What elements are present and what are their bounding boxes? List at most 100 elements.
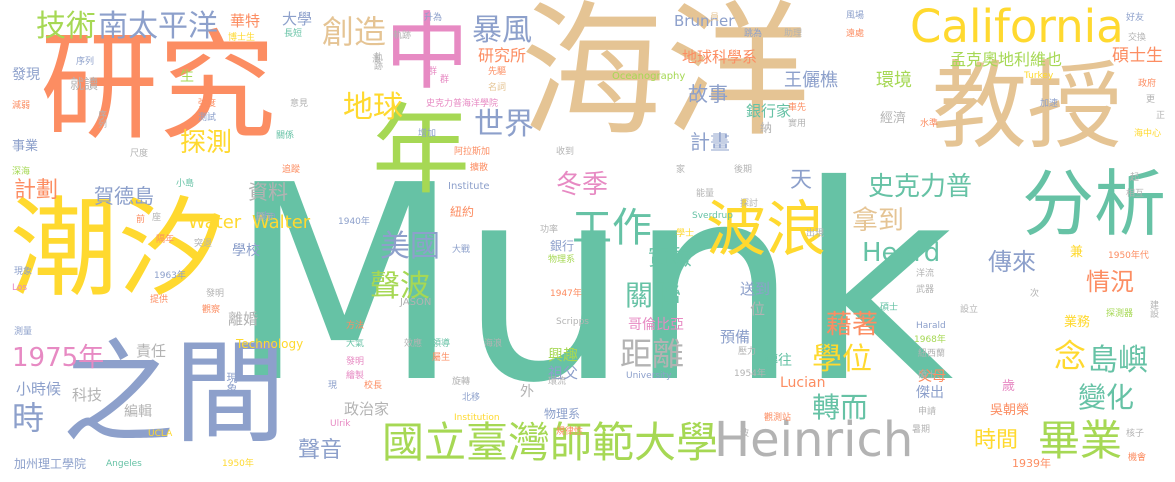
word-xingqu: 興趣 <box>548 346 579 364</box>
word-shijie: 世界 <box>474 107 534 142</box>
word-dongji: 冬季 <box>556 170 609 200</box>
word-zhuizong: 追蹤 <box>282 165 301 175</box>
word-sui: 歲 <box>1002 379 1016 394</box>
word-jinji: 經濟 <box>880 111 907 126</box>
word-shike: 史克力普 <box>868 172 973 202</box>
word-jihua1: 計劃 <box>14 178 59 203</box>
word-wai: 外 <box>520 384 534 400</box>
word-yali: 壓力 <box>738 347 757 357</box>
word-huate: 華特 <box>230 12 261 30</box>
word-shengbo: 聲波 <box>370 269 430 304</box>
word-wuli: 物理系 <box>548 255 576 265</box>
word-technology: Technology <box>236 337 304 351</box>
word-heard: Heard <box>862 238 941 268</box>
word-yuan: 員 <box>710 13 720 23</box>
word-1950: 1950年 <box>222 459 254 469</box>
word-shuoshisheng: 碩士生 <box>1112 46 1163 66</box>
word-zhuanwang: 轉往 <box>764 353 792 369</box>
word-1940: 1940年 <box>338 217 370 227</box>
word-ntnu: 國立臺灣師範大學 <box>382 418 719 467</box>
word-xiangsan: 相互 <box>1126 189 1145 199</box>
word-huanliu: 環流 <box>548 377 567 387</box>
word-chaoxi: 潮汐 <box>10 187 227 312</box>
word-jiasu: 加速 <box>1040 99 1059 109</box>
word-ucla: UCLA <box>148 429 173 439</box>
word-baofeng: 暴風 <box>472 13 532 48</box>
word-fenxi: 分析 <box>1022 162 1167 246</box>
word-scripps: Scripps <box>556 317 589 327</box>
word-xiaozhang: 校長 <box>364 381 383 391</box>
word-yijian: 意見 <box>290 99 309 109</box>
word-niuxilan: 紐西蘭 <box>918 349 946 359</box>
word-fumu: 父母 <box>918 369 946 385</box>
word-qun: 群 <box>440 75 450 85</box>
word-yanjiu: 研究 <box>40 18 277 156</box>
word-boshisheng: 博士生 <box>228 33 256 43</box>
word-jiushu: 就讀 <box>70 77 98 93</box>
word-xianxiang: 現象 <box>14 267 33 277</box>
word-shengyin: 聲音 <box>298 438 343 463</box>
word-yangliu: 洋流 <box>916 269 935 279</box>
word-haizhongxin: 海中心 <box>1134 129 1162 139</box>
word-mingrenlu: 名詞 <box>488 83 507 93</box>
word-bolang: 波浪 <box>706 195 826 265</box>
word-gonglv: 功率 <box>540 225 559 235</box>
word-munk: Munk <box>228 127 954 442</box>
word-xuni: 序列 <box>76 57 95 67</box>
word-guanlian: 關聯 <box>625 279 682 312</box>
word-dazhan: 大戰 <box>452 245 471 255</box>
word-zheng-v: 正 <box>1154 110 1164 119</box>
word-guiji: 軌跡 <box>393 31 412 41</box>
word-xuexiao-v: 現象 <box>225 372 238 394</box>
word-daqi: 大氣 <box>346 339 365 349</box>
word-haiyang2: 海浪 <box>484 339 503 349</box>
word-brunner: Brunner <box>674 12 735 30</box>
word-yinhangjia: 銀行家 <box>746 102 792 120</box>
word-zhengzhijia: 政治家 <box>344 400 390 418</box>
word-1963: 1963年 <box>154 271 186 281</box>
word-shuwei: 屬生 <box>432 353 451 363</box>
word-diqiukexue: 地球科學系 <box>682 48 758 66</box>
word-na: 納 <box>760 121 773 135</box>
word-niuyue: 紐約 <box>450 205 475 219</box>
word-shuizhun: 水準 <box>920 119 939 129</box>
word-tanceqi: 探測器 <box>1106 309 1134 319</box>
word-jiaohuan: 交換 <box>1128 33 1147 43</box>
word-nantaipingyang: 南太平洋 <box>98 9 218 44</box>
word-chidu: 尺度 <box>130 149 149 159</box>
word-university: University <box>626 371 672 381</box>
word-jishu: 技術 <box>36 9 96 44</box>
word-jihua2: 計畫 <box>690 130 730 154</box>
word-bo: 波 <box>740 429 750 439</box>
word-changduan: 長短 <box>284 29 303 39</box>
word-xianshi: 顯示 <box>256 213 275 223</box>
word-oceanography: Oceanography <box>612 71 686 82</box>
word-wuqi: 武器 <box>916 285 935 295</box>
word-gelunbiya: 哥倫比亞 <box>628 317 684 333</box>
word-qi-v: 起 <box>1128 172 1138 181</box>
word-daxue: 大學 <box>282 10 313 28</box>
word-1968: 1968年 <box>914 335 946 345</box>
word-alaska: 阿拉斯加 <box>454 147 491 157</box>
word-shijian: 時間 <box>974 428 1019 453</box>
word-nadao: 拿到 <box>852 206 905 236</box>
word-bianji: 編輯 <box>124 404 152 420</box>
word-xuejia: 發明 <box>346 357 365 367</box>
word-institute: Institute <box>448 181 490 192</box>
word-yewu: 業務 <box>1064 315 1091 330</box>
word-biye: 畢業 <box>1038 416 1123 465</box>
word-wei: 位 <box>750 300 766 318</box>
word-tiaowei: 跳為 <box>744 29 763 39</box>
word-harald: Harald <box>916 321 946 331</box>
word-tuqi: 突退 <box>194 239 213 249</box>
word-guancha: 觀察 <box>202 305 221 315</box>
word-sheli: 設立 <box>960 305 979 315</box>
word-huanjing-v: 序列 <box>96 110 106 128</box>
word-haiyang: 海洋 <box>520 0 810 157</box>
word-xiaoguo: 效應 <box>404 339 423 349</box>
word-houqi: 後期 <box>734 165 753 175</box>
word-ulrik: Ulrik <box>330 419 351 429</box>
word-shenqing: 申請 <box>918 407 937 417</box>
word-chexian: 車先 <box>788 103 807 113</box>
word-geng: 更 <box>1146 95 1156 105</box>
